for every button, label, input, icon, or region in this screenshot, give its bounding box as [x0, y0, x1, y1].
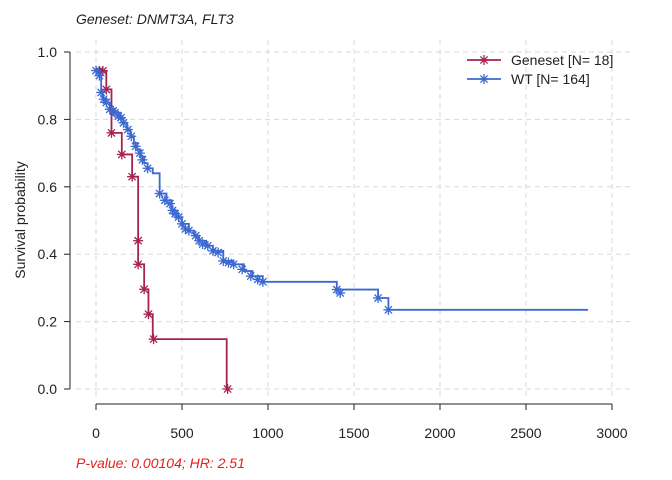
censor-mark [139, 284, 150, 295]
grid-layer [76, 40, 631, 400]
y-axis-label: Survival probability [12, 161, 28, 279]
y-tick-label: 1.0 [38, 44, 58, 60]
x-tick-label: 2000 [424, 425, 455, 441]
x-tick-label: 3000 [596, 425, 627, 441]
censor-mark [148, 334, 159, 345]
censor-mark [137, 154, 148, 165]
legend-label: Geneset [N= 18] [511, 52, 613, 68]
censor-mark [130, 141, 141, 152]
censor-mark [106, 127, 117, 138]
legend-label: WT [N= 164] [511, 71, 590, 87]
y-tick-label: 0.0 [38, 381, 58, 397]
chart-title: Geneset: DNMT3A, FLT3 [76, 11, 234, 27]
pvalue-annotation: P-value: 0.00104; HR: 2.51 [76, 455, 245, 471]
axis-layer: 0 500 1000 1500 2000 2500 3000 0.0 0.2 0.4 0.6 0.8 1… [38, 44, 628, 441]
x-tick-label: 1500 [338, 425, 369, 441]
y-tick-label: 0.8 [38, 111, 58, 127]
censor-mark [213, 247, 224, 258]
censor-mark [383, 304, 394, 315]
x-tick-label: 1000 [252, 425, 283, 441]
censor-mark [143, 309, 154, 320]
series-layer [91, 65, 588, 394]
censor-mark [222, 384, 233, 394]
censor-mark [228, 259, 239, 270]
censor-mark [118, 117, 129, 128]
censor-mark [177, 218, 187, 229]
censor-mark [133, 235, 144, 246]
censor-mark [183, 225, 194, 236]
censor-mark [116, 149, 127, 160]
legend-marker [479, 74, 489, 84]
y-tick-label: 0.2 [38, 314, 58, 330]
censor-mark [91, 65, 101, 76]
series-line-1 [96, 69, 588, 311]
censor-mark [245, 271, 256, 282]
censor-mark [237, 264, 248, 275]
censor-mark [335, 287, 346, 298]
censor-mark [126, 131, 137, 142]
y-tick-label: 0.4 [38, 246, 58, 262]
x-tick-label: 500 [170, 425, 194, 441]
censor-mark [257, 276, 268, 287]
y-tick-label: 0.6 [38, 179, 58, 195]
censor-mark [373, 293, 384, 304]
x-tick-label: 2500 [510, 425, 541, 441]
censor-mark [127, 171, 138, 182]
censor-mark [190, 230, 201, 241]
censor-mark [159, 195, 170, 206]
x-tick-label: 0 [92, 425, 100, 441]
censor-mark [133, 259, 144, 270]
legend: Geneset [N= 18] WT [N= 164] [467, 52, 613, 87]
censor-mark [154, 188, 165, 199]
censor-mark [142, 163, 153, 174]
legend-marker [479, 55, 489, 65]
censor-mark [94, 70, 105, 81]
